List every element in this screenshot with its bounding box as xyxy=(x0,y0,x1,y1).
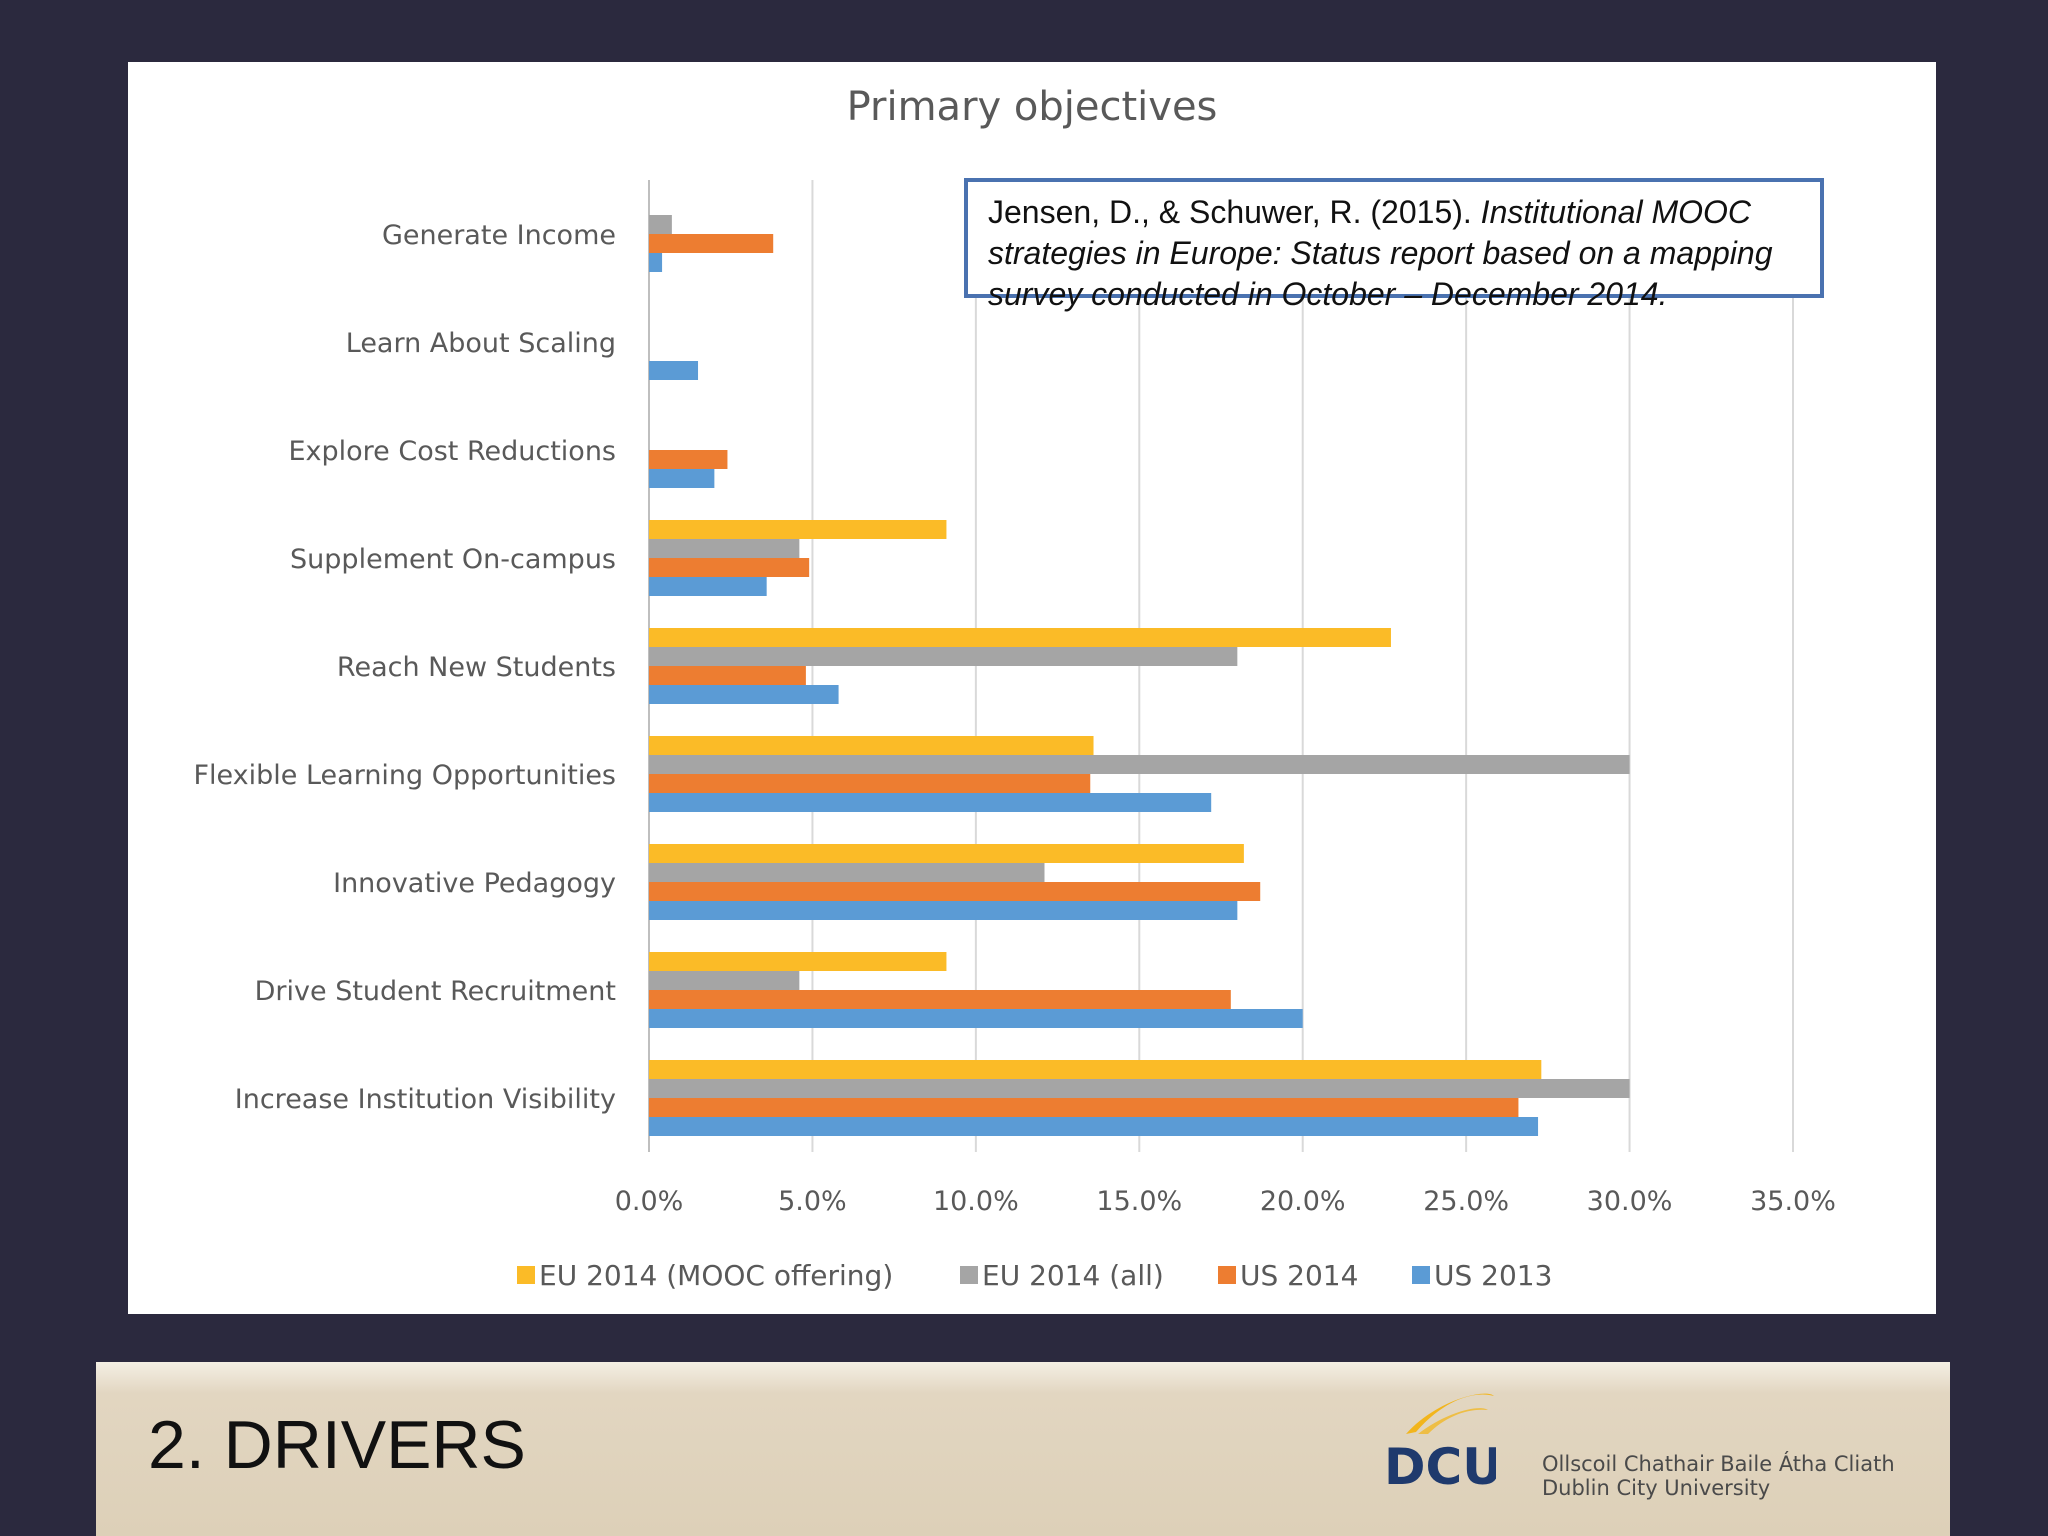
bar xyxy=(649,539,800,558)
citation-box: Jensen, D., & Schuwer, R. (2015). Instit… xyxy=(964,178,1824,312)
bar xyxy=(649,628,1391,647)
logo-swoosh-icon-2 xyxy=(1418,1408,1488,1434)
logo-subtitle: Ollscoil Chathair Baile Átha Cliath Dubl… xyxy=(1542,1452,1895,1500)
bar xyxy=(649,577,767,596)
legend-label: EU 2014 (MOOC offering) xyxy=(539,1259,893,1292)
legend-swatch xyxy=(960,1266,978,1284)
chart-panel: Primary objectives Generate Income Learn … xyxy=(128,62,1936,1314)
category-label: Drive Student Recruitment xyxy=(255,976,616,1007)
bar xyxy=(649,469,715,488)
bar xyxy=(649,882,1261,901)
bar xyxy=(649,520,947,539)
legend-swatch xyxy=(1218,1266,1236,1284)
category-label: Flexible Learning Opportunities xyxy=(193,760,616,791)
bar xyxy=(649,1009,1303,1028)
bar xyxy=(649,952,947,971)
citation-authors: Jensen, D., & Schuwer, R. (2015). xyxy=(988,194,1481,230)
x-tick-label: 25.0% xyxy=(1423,1186,1509,1217)
bar xyxy=(649,844,1244,863)
bar xyxy=(649,647,1238,666)
logo-swoosh-icon xyxy=(1406,1393,1494,1434)
category-label: Learn About Scaling xyxy=(346,328,616,359)
bar xyxy=(649,793,1212,812)
bar xyxy=(649,1079,1630,1098)
citation-title: Institutional MOOC strategies in Europe:… xyxy=(988,194,1773,312)
category-label: Generate Income xyxy=(382,220,616,251)
category-labels: Generate Income Learn About Scaling Explor… xyxy=(193,220,616,1115)
bar xyxy=(649,774,1091,793)
bar xyxy=(649,450,728,469)
bar xyxy=(649,755,1630,774)
dcu-logo: DCU xyxy=(1384,1393,1496,1492)
x-tick-labels: 0.0% 5.0% 10.0% 15.0% 20.0% 25.0% 30.0% 35.0% xyxy=(615,1186,1836,1217)
logo-subtitle-irish: Ollscoil Chathair Baile Átha Cliath xyxy=(1542,1452,1895,1476)
category-label: Innovative Pedagogy xyxy=(333,868,616,899)
category-label: Explore Cost Reductions xyxy=(288,436,616,467)
category-label: Reach New Students xyxy=(337,652,616,683)
logo-text: DCU xyxy=(1384,1438,1496,1492)
bar xyxy=(649,971,800,990)
legend-swatch xyxy=(1412,1266,1430,1284)
legend-label: EU 2014 (all) xyxy=(982,1259,1164,1292)
x-tick-label: 35.0% xyxy=(1750,1186,1836,1217)
slide-title: 2. DRIVERS xyxy=(148,1407,526,1483)
chart-svg: Primary objectives Generate Income Learn … xyxy=(193,84,1836,1292)
x-tick-label: 20.0% xyxy=(1260,1186,1346,1217)
logo-subtitle-english: Dublin City University xyxy=(1542,1476,1771,1500)
bar xyxy=(649,253,663,272)
bar xyxy=(649,558,810,577)
bar xyxy=(649,1060,1542,1079)
bar xyxy=(649,863,1045,882)
legend-swatch xyxy=(517,1266,535,1284)
bar xyxy=(649,361,699,380)
x-tick-label: 15.0% xyxy=(1096,1186,1182,1217)
x-tick-label: 10.0% xyxy=(933,1186,1019,1217)
category-label: Supplement On-campus xyxy=(290,544,616,575)
legend: EU 2014 (MOOC offering) EU 2014 (all) US 2… xyxy=(517,1259,1552,1292)
bar xyxy=(649,234,774,253)
legend-label: US 2014 xyxy=(1240,1259,1358,1292)
bar xyxy=(649,215,672,234)
category-label: Increase Institution Visibility xyxy=(235,1084,616,1115)
bar xyxy=(649,990,1231,1009)
bar xyxy=(649,1117,1539,1136)
legend-label: US 2013 xyxy=(1434,1259,1552,1292)
x-tick-label: 0.0% xyxy=(615,1186,684,1217)
footer-bar: 2. DRIVERS DCU Ollscoil Chathair Baile Á… xyxy=(96,1362,1950,1536)
bar xyxy=(649,1098,1519,1117)
bar xyxy=(649,685,839,704)
bar xyxy=(649,666,806,685)
chart-title: Primary objectives xyxy=(847,84,1218,130)
bar xyxy=(649,736,1094,755)
bars xyxy=(649,215,1630,1136)
x-tick-label: 5.0% xyxy=(778,1186,847,1217)
bar xyxy=(649,901,1238,920)
x-tick-label: 30.0% xyxy=(1587,1186,1673,1217)
